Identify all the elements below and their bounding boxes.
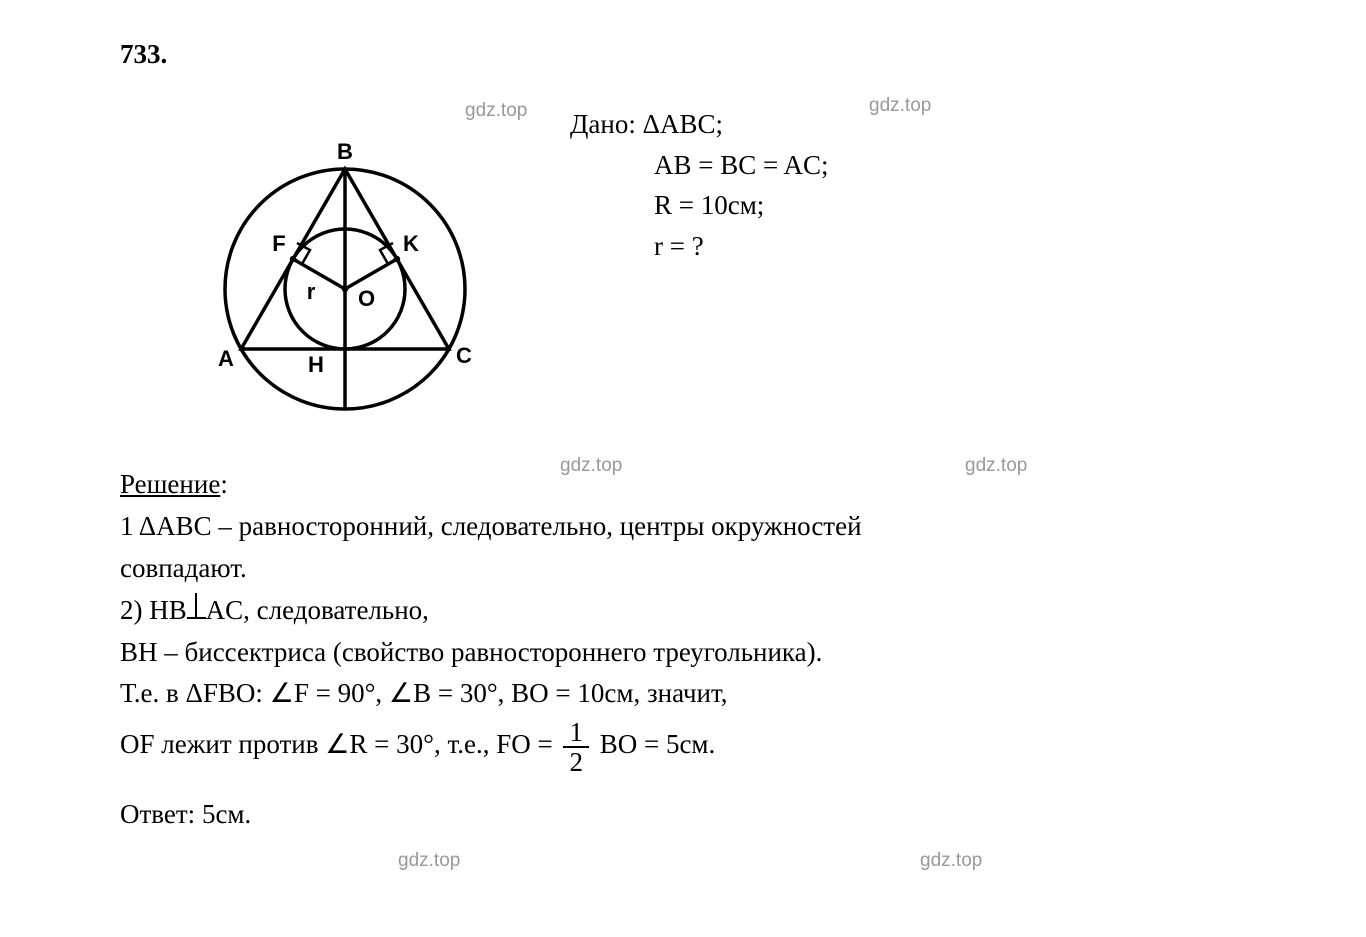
label-o: O — [358, 286, 375, 311]
given-block: Дано: ΔABC; AB = BC = AC; R = 10см; r = … — [570, 104, 829, 266]
watermark: gdz.top — [920, 850, 982, 872]
label-a: A — [218, 346, 234, 371]
step-2: 2) HB AC, следовательно, — [120, 590, 1246, 632]
solution-header: Решение — [120, 469, 220, 499]
frac-num: 1 — [563, 718, 589, 748]
label-k: K — [403, 231, 419, 256]
page: 733. — [0, 0, 1366, 836]
step-1b: совпадают. — [120, 548, 1246, 590]
step-5: OF лежит против ∠R = 30°, т.е., FO = 12 … — [120, 715, 1246, 776]
geometry-svg: B A C F K O H r — [180, 104, 510, 414]
problem-number: 733. — [120, 35, 1246, 74]
step-2a: 2) HB — [120, 595, 187, 625]
step-1a: 1 ΔABC – равносторонний, следовательно, … — [120, 506, 1246, 548]
dot-f — [290, 256, 296, 262]
diagram: B A C F K O H r — [180, 104, 510, 414]
top-row: B A C F K O H r Дано: ΔABC; AB = BC = AC… — [120, 104, 1246, 414]
frac-den: 2 — [563, 748, 589, 776]
label-b: B — [337, 139, 353, 164]
step-5a: OF лежит против ∠R = 30°, т.е., FO = — [120, 729, 559, 759]
given-label: Дано: — [570, 109, 636, 139]
answer-line: Ответ: 5см. — [120, 794, 1246, 836]
line-ok — [345, 259, 397, 289]
dot-o — [342, 286, 348, 292]
dot-k — [394, 256, 400, 262]
solution-header-line: Решение: — [120, 464, 1246, 506]
step-2b: AC, следовательно, — [206, 595, 429, 625]
step-5b: BO = 5см. — [593, 729, 715, 759]
given-line-1: AB = BC = AC; — [570, 145, 829, 186]
label-c: C — [456, 343, 472, 368]
watermark: gdz.top — [398, 850, 460, 872]
label-h: H — [308, 352, 324, 377]
answer-label: Ответ: — [120, 799, 195, 829]
line-of — [293, 259, 345, 289]
solution-body: Решение: 1 ΔABC – равносторонний, следов… — [120, 464, 1246, 836]
given-line-3: r = ? — [570, 226, 829, 267]
label-r: r — [307, 279, 316, 304]
fraction-half: 12 — [563, 718, 589, 777]
step-4: Т.е. в ΔFBO: ∠F = 90°, ∠B = 30°, BO = 10… — [120, 673, 1246, 715]
step-3: BH – биссектриса (свойство равносторонне… — [120, 632, 1246, 674]
given-line-2: R = 10см; — [570, 185, 829, 226]
given-line-0: Дано: ΔABC; — [570, 104, 829, 145]
label-f: F — [272, 231, 285, 256]
given-l0: ΔABC; — [643, 109, 723, 139]
answer-value: 5см. — [202, 799, 251, 829]
